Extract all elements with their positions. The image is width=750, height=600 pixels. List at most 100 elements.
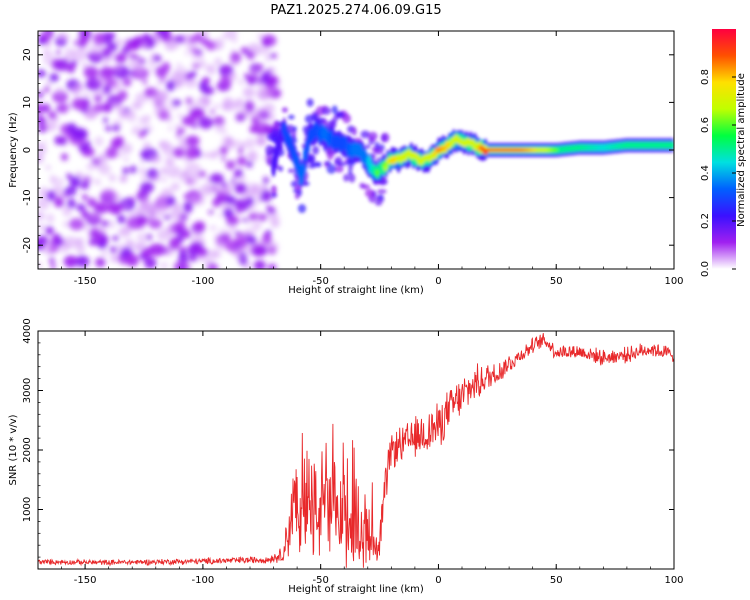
noise-blob — [64, 47, 76, 60]
noise-blob — [128, 74, 135, 80]
noise-blob — [202, 152, 209, 158]
noise-blob — [140, 40, 149, 51]
noise-blob — [148, 243, 166, 257]
ridge-cell — [389, 159, 395, 164]
ridge-scatter — [332, 115, 339, 123]
noise-blob — [126, 111, 137, 123]
noise-blob — [175, 134, 182, 140]
noise-blob — [262, 176, 269, 184]
ridge-scatter — [270, 192, 278, 198]
noise-blob — [219, 145, 228, 155]
noise-blob — [267, 263, 277, 269]
noise-blob — [223, 207, 234, 219]
spectrogram-xtick-label: -150 — [74, 276, 97, 287]
spectrogram-ytick-label: -10 — [22, 189, 33, 205]
noise-blob — [150, 99, 157, 106]
noise-blob — [189, 254, 197, 262]
colorbar-ticks: 0.0 0.2 0.4 0.6 0.8 — [700, 69, 736, 277]
snr-ytick-label: 3000 — [22, 378, 33, 403]
noise-blob — [149, 153, 159, 161]
colorbar-tick-label: 0.6 — [700, 117, 711, 133]
noise-blob — [116, 243, 125, 253]
ridge-scatter — [297, 204, 307, 214]
noise-blob — [61, 155, 67, 160]
noise-blob — [131, 101, 143, 110]
noise-blob — [166, 80, 175, 92]
noise-blob — [40, 242, 58, 255]
snr-y-label: SNR (10 * v/v) — [8, 414, 19, 485]
noise-blob — [102, 220, 109, 227]
noise-blob — [82, 223, 91, 232]
noise-blob — [225, 31, 238, 41]
noise-blob — [73, 83, 82, 91]
noise-blob — [145, 36, 155, 45]
chart-title: PAZ1.2025.274.06.09.G15 — [270, 3, 441, 18]
noise-blob — [234, 183, 247, 194]
noise-blob — [121, 226, 131, 233]
noise-blob — [62, 193, 68, 198]
noise-blob — [192, 124, 198, 129]
noise-blob — [127, 60, 139, 70]
noise-blob — [57, 103, 69, 114]
noise-blob — [136, 240, 147, 249]
noise-blob — [210, 109, 215, 115]
ridge-scatter — [308, 163, 316, 169]
noise-blob — [174, 166, 182, 174]
noise-blob — [232, 38, 238, 44]
noise-blob — [185, 176, 198, 187]
noise-region — [38, 31, 282, 269]
ridge-scatter — [265, 145, 275, 156]
noise-blob — [107, 220, 116, 229]
colorbar-tick-label: 0.4 — [700, 165, 711, 181]
snr-xtick-label: 50 — [550, 575, 563, 586]
noise-blob — [239, 232, 246, 238]
noise-blob — [42, 103, 51, 113]
noise-blob — [172, 99, 182, 106]
noise-blob — [38, 37, 47, 45]
noise-blob — [256, 198, 262, 204]
noise-blob — [177, 112, 183, 119]
noise-blob — [193, 101, 199, 107]
noise-blob — [254, 119, 260, 125]
noise-blob — [102, 58, 111, 64]
noise-blob — [210, 249, 222, 259]
noise-blob — [242, 87, 256, 98]
noise-blob — [49, 73, 59, 82]
noise-blob — [38, 261, 43, 269]
noise-blob — [110, 253, 120, 263]
colorbar-tick-label: 0.8 — [700, 69, 711, 85]
ridge-scatter — [334, 165, 344, 173]
noise-blob — [141, 174, 148, 182]
noise-blob — [45, 39, 52, 47]
ridge-cell — [553, 147, 558, 153]
noise-blob — [69, 60, 78, 68]
noise-blob — [105, 146, 118, 159]
spectrogram-x-label: Height of straight line (km) — [288, 285, 424, 296]
noise-blob — [86, 197, 97, 208]
noise-blob — [173, 147, 185, 158]
noise-blob — [178, 253, 189, 263]
noise-blob — [214, 104, 220, 109]
noise-blob — [230, 159, 237, 166]
noise-blob — [185, 146, 199, 160]
noise-blob — [222, 65, 230, 72]
noise-blob — [43, 47, 49, 55]
noise-blob — [246, 196, 254, 206]
noise-blob — [229, 57, 240, 67]
spectrogram-ytick-label: 10 — [22, 96, 33, 109]
ridge-scatter — [324, 161, 329, 168]
noise-blob — [104, 66, 114, 78]
noise-blob — [78, 34, 90, 45]
noise-blob — [208, 209, 214, 215]
noise-blob — [45, 79, 53, 88]
noise-blob — [45, 165, 51, 170]
noise-blob — [233, 172, 239, 179]
noise-blob — [184, 51, 189, 56]
noise-blob — [81, 194, 88, 201]
noise-blob — [97, 152, 109, 163]
noise-blob — [235, 111, 244, 118]
noise-blob — [62, 221, 70, 228]
noise-blob — [265, 243, 277, 254]
noise-blob — [162, 177, 167, 183]
colorbar-tick-label: 0.2 — [700, 213, 711, 229]
